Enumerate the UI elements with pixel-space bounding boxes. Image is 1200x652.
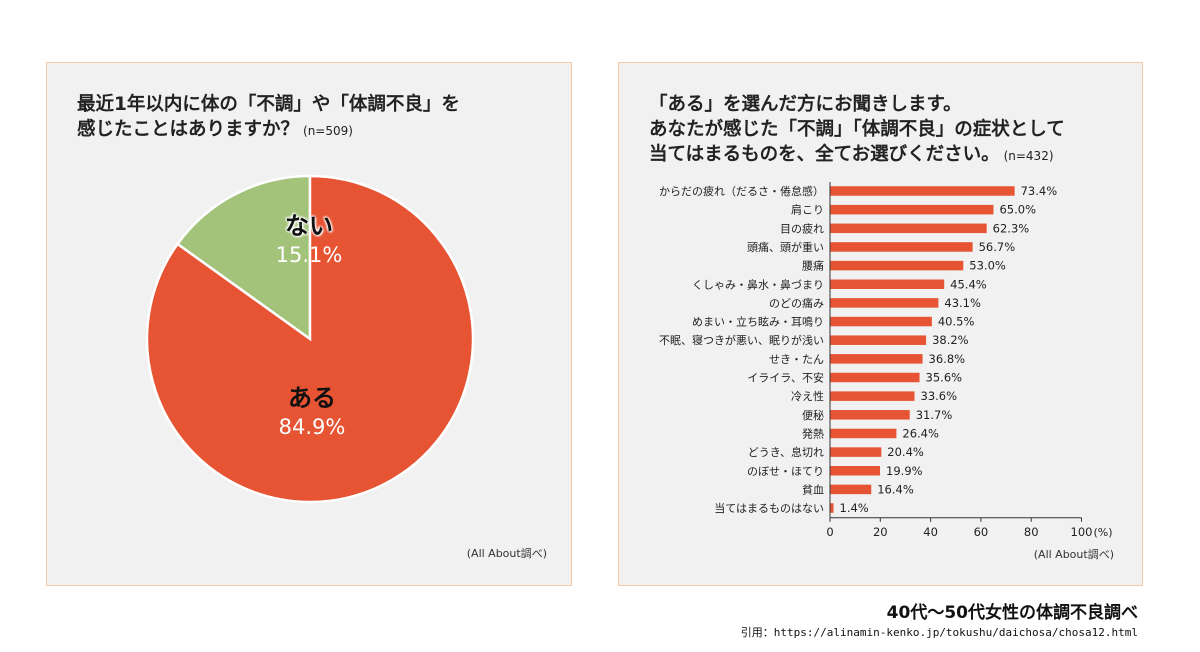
bar-chart: からだの疲れ（だるさ・倦怠感） 73.4% 肩こり 65.0% 目の疲れ 62.3% 頭痛、… (659, 182, 1113, 539)
bar (830, 484, 872, 495)
bar-title-line1: 「ある」を選んだ方にお聞きします。 (649, 94, 962, 115)
bar-category-label: くしゃみ・鼻水・鼻づまり (692, 277, 824, 291)
bar-value-label: 35.6% (926, 371, 963, 385)
bar-category-label: のどの痛み (769, 296, 824, 310)
bar-category-label: どうき、息切れ (748, 445, 824, 459)
bar-value-label: 65.0% (999, 203, 1036, 217)
bar (830, 354, 923, 364)
pie-title-line2-text: 感じたことはありますか？ (77, 119, 300, 140)
pie-chart-title: 最近1年以内に体の「不調」や「体調不良」を 感じたことはありますか？ (n=509… (77, 92, 460, 144)
bar-value-label: 62.3% (993, 221, 1030, 235)
bar-sample-size: (n=432) (1003, 149, 1054, 163)
pie-slice-nai (175, 174, 312, 342)
pie-label-ari: ある 84.9% (257, 383, 367, 441)
pie-label-nai-name: ない (285, 212, 333, 240)
bar-category-label: 腰痛 (802, 259, 824, 273)
bar-value-label: 19.9% (886, 464, 923, 478)
x-tick-label: 40 (923, 525, 938, 539)
bar (830, 279, 945, 289)
bar-value-label: 36.8% (929, 352, 966, 366)
bar (830, 503, 834, 513)
bar-value-label: 73.4% (1021, 184, 1058, 198)
bar (830, 372, 920, 383)
bar (830, 316, 932, 327)
bar-category-label: 不眠、寝つきが悪い、眠りが浅い (659, 333, 824, 347)
footer-citation: 引用：https://alinamin-kenko.jp/tokushu/dai… (740, 626, 1138, 639)
bar (830, 410, 910, 420)
bar (830, 186, 1015, 196)
bar-category-label: イライラ、不安 (747, 371, 824, 385)
bar-value-label: 43.1% (944, 296, 981, 310)
bar-title-line3: 当てはまるものを、全てお選びください。 (n=432) (649, 142, 1065, 169)
pie-slice-ari (145, 174, 475, 504)
x-tick-label: 60 (974, 525, 989, 539)
bar-value-label: 26.4% (902, 426, 939, 440)
bar-value-label: 31.7% (916, 408, 953, 422)
bar (830, 298, 939, 308)
bar (830, 242, 973, 252)
pie-title-line1: 最近1年以内に体の「不調」や「体調不良」を (77, 94, 460, 115)
pie-label-nai-value: 15.1% (275, 243, 343, 267)
bar (830, 428, 897, 439)
bar-title-line2: あなたが感じた「不調」「体調不良」の症状として (649, 119, 1065, 140)
bar-value-label: 56.7% (979, 240, 1016, 254)
bar (830, 335, 927, 345)
bar-chart-title: 「ある」を選んだ方にお聞きします。 あなたが感じた「不調」「体調不良」の症状とし… (649, 92, 1065, 169)
x-tick-label: 80 (1024, 525, 1039, 539)
bar (830, 260, 964, 271)
bar-value-label: 38.2% (932, 333, 969, 347)
bar-category-label: 目の疲れ (780, 221, 824, 235)
pie-label-nai: ない 15.1% (259, 211, 359, 269)
bar (830, 466, 881, 476)
bar-chart-panel: 「ある」を選んだ方にお聞きします。 あなたが感じた「不調」「体調不良」の症状とし… (618, 62, 1143, 586)
bar-category-label: せき・たん (769, 353, 824, 366)
bar-category-label: 貧血 (802, 482, 824, 496)
bar-category-label: のぼせ・ほてり (747, 465, 824, 478)
bar-category-label: 頭痛、頭が重い (747, 240, 824, 254)
bar-category-label: 肩こり (791, 203, 824, 217)
pie-title-line2: 感じたことはありますか？ (n=509) (77, 117, 460, 144)
bar (830, 391, 915, 401)
bar-value-label: 33.6% (921, 389, 958, 403)
bar (830, 447, 882, 457)
pie-label-ari-name: ある (288, 384, 336, 412)
bar-value-label: 40.5% (938, 315, 975, 329)
bar-value-label: 20.4% (887, 445, 924, 459)
pie-chart-panel: 最近1年以内に体の「不調」や「体調不良」を 感じたことはありますか？ (n=509… (46, 62, 572, 586)
bar-category-label: からだの疲れ（だるさ・倦怠感） (659, 184, 824, 198)
pie-source-note: (All About調べ) (466, 547, 547, 560)
bar-category-label: 便秘 (802, 408, 824, 422)
x-tick-label: 0 (826, 525, 833, 539)
bar (830, 204, 994, 215)
bar-value-label: 45.4% (950, 277, 987, 291)
footer-title: 40代〜50代女性の体調不良調べ (886, 603, 1138, 623)
pie-chart (145, 174, 475, 504)
bar-value-label: 1.4% (840, 501, 869, 515)
x-tick-label: 100 (1071, 525, 1093, 539)
pie-sample-size: (n=509) (303, 124, 353, 138)
bar (830, 223, 987, 234)
bar-value-label: 16.4% (877, 482, 914, 496)
x-tick-label: 20 (873, 525, 888, 539)
pie-label-ari-value: 84.9% (278, 415, 346, 439)
bar-category-label: 発熱 (802, 426, 824, 440)
bar-value-label: 53.0% (969, 259, 1006, 273)
bar-category-label: めまい・立ち眩み・耳鳴り (692, 315, 824, 329)
bar-source-note: (All About調べ) (1033, 548, 1114, 561)
x-axis-unit: (%) (1094, 526, 1113, 539)
bar-category-label: 冷え性 (791, 389, 824, 403)
bar-title-line3-text: 当てはまるものを、全てお選びください。 (649, 144, 1000, 165)
bar-category-label: 当てはまるものはない (714, 501, 824, 515)
